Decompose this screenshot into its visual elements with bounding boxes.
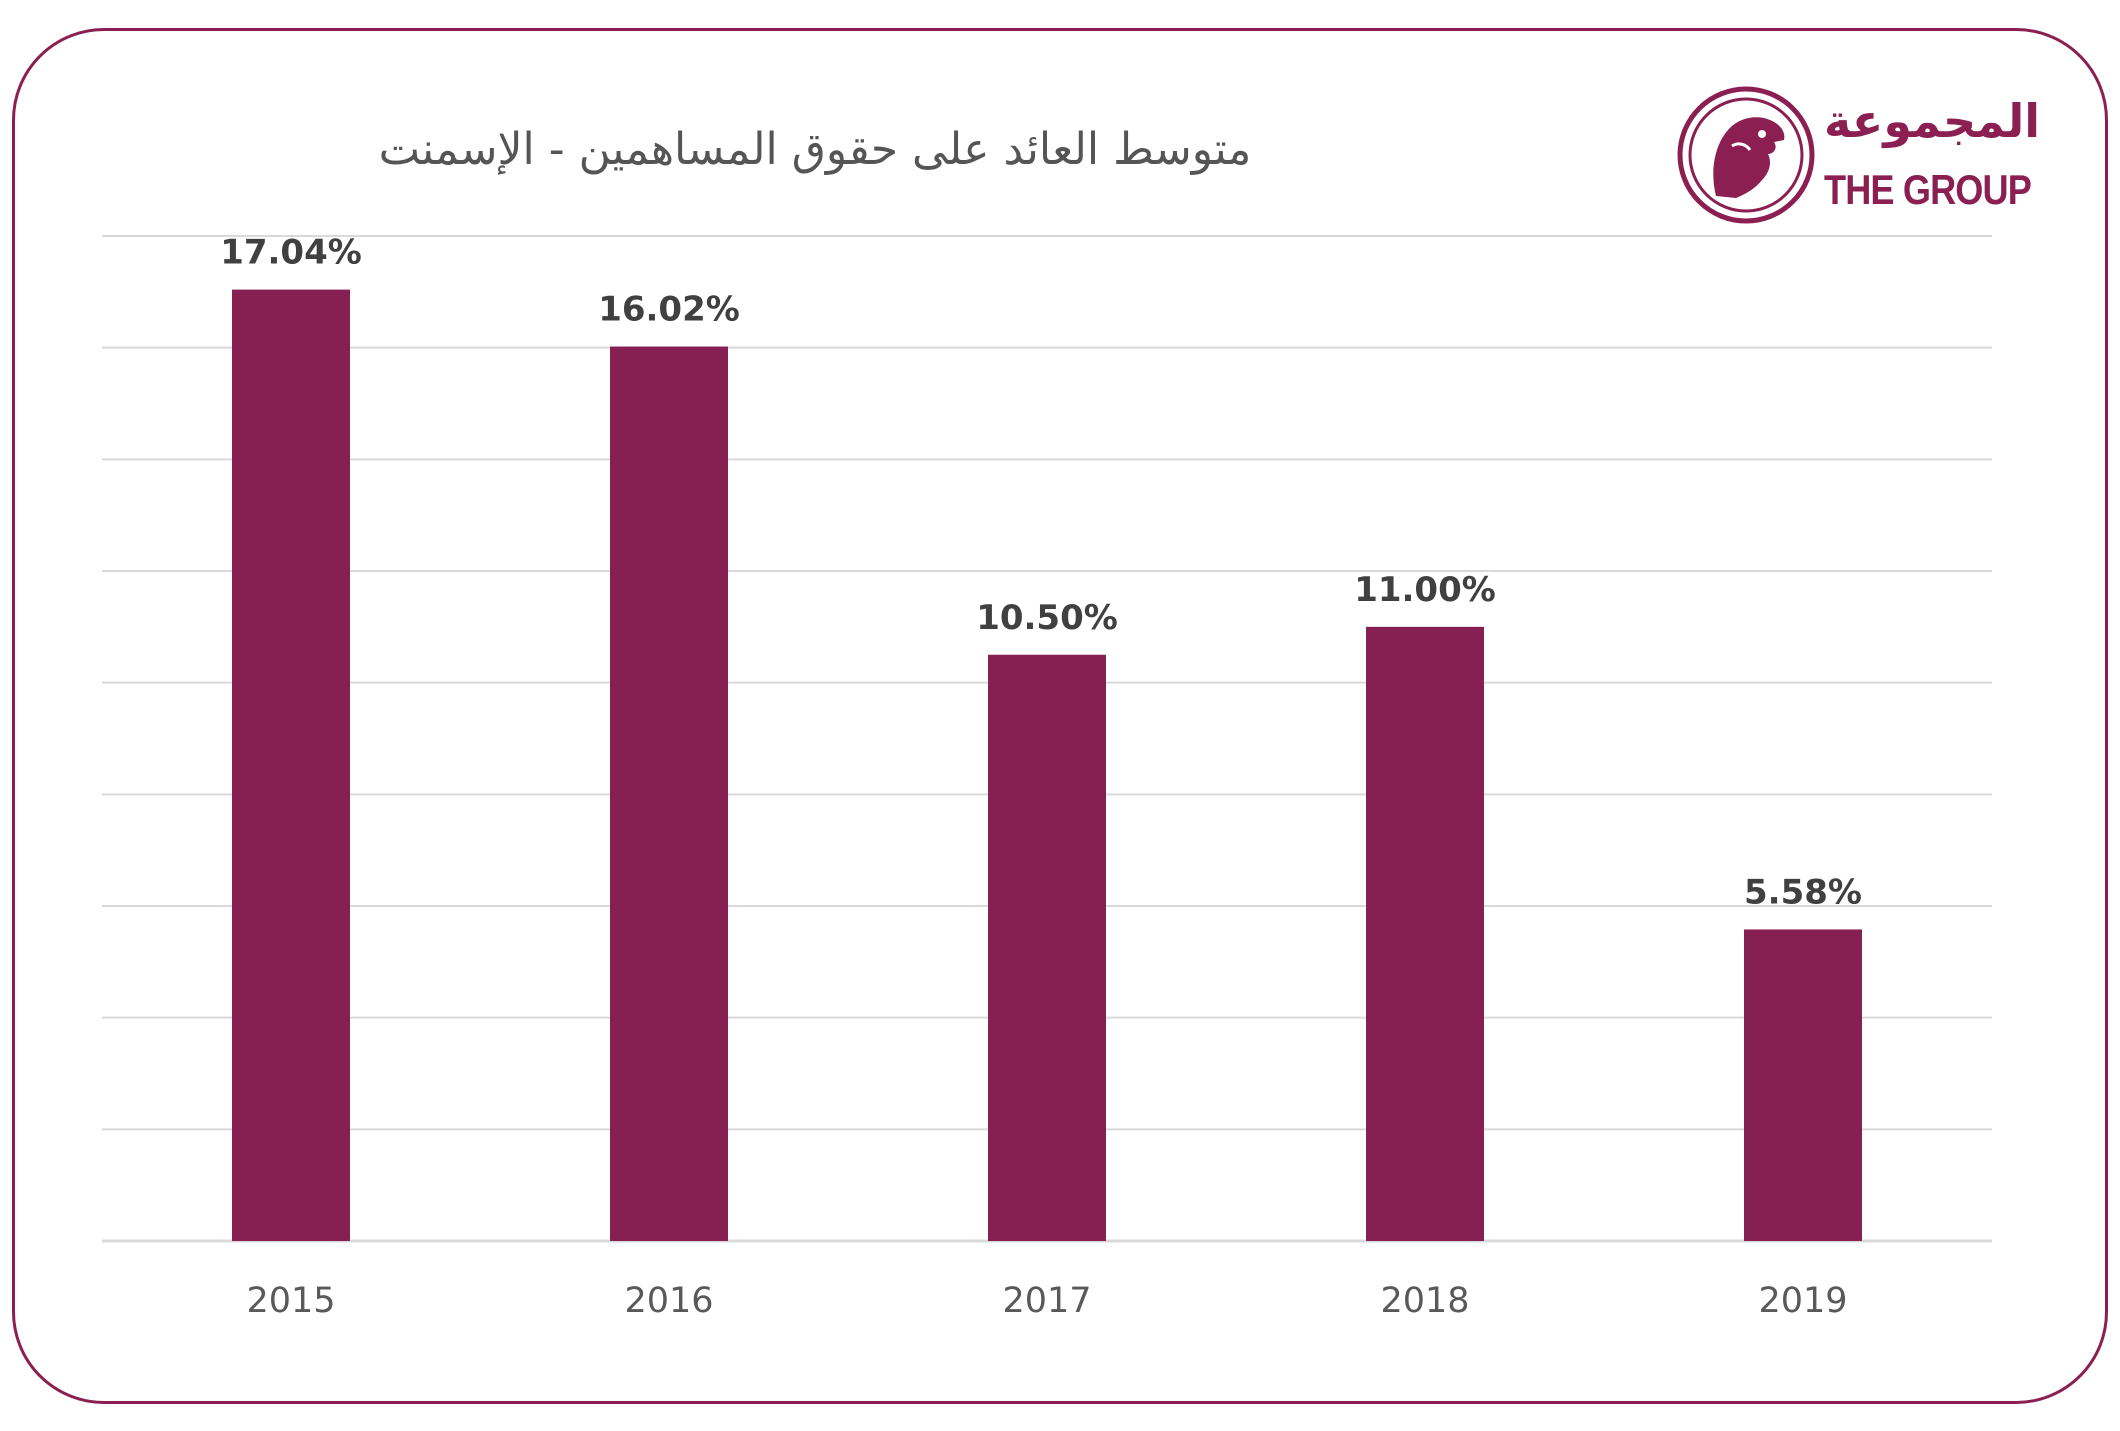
chart-title: متوسط العائد على حقوق المساهمين - الإسمن… [378, 124, 1252, 175]
value-labels: 17.04% 16.02% 10.50% 11.00% 5.58% [220, 233, 1862, 913]
group-logo: المجموعة THE GROUP [1676, 84, 2040, 226]
bars [232, 289, 1862, 1242]
value-label-2017: 10.50% [976, 598, 1118, 638]
value-label-2015: 17.04% [220, 233, 362, 273]
bar-2017 [988, 654, 1106, 1241]
value-label-2018: 11.00% [1354, 570, 1496, 610]
x-tick-label-2017: 2017 [1002, 1281, 1091, 1321]
bar-2016 [610, 346, 728, 1241]
eagle-emblem-icon [1677, 86, 1815, 224]
logo-arabic-text: المجموعة [1824, 94, 2041, 148]
x-tick-label-2015: 2015 [246, 1281, 335, 1321]
value-label-2019: 5.58% [1744, 872, 1862, 912]
bar-2019 [1744, 929, 1862, 1241]
value-label-2016: 16.02% [598, 290, 740, 330]
x-axis-ticks: 2015 2016 2017 2018 2019 [246, 1281, 1847, 1321]
bar-2018 [1366, 626, 1484, 1241]
x-tick-label-2016: 2016 [624, 1281, 713, 1321]
bar-2015 [232, 289, 350, 1242]
x-tick-label-2018: 2018 [1380, 1281, 1469, 1321]
x-tick-label-2019: 2019 [1758, 1281, 1847, 1321]
logo-english-text: THE GROUP [1824, 166, 2032, 213]
